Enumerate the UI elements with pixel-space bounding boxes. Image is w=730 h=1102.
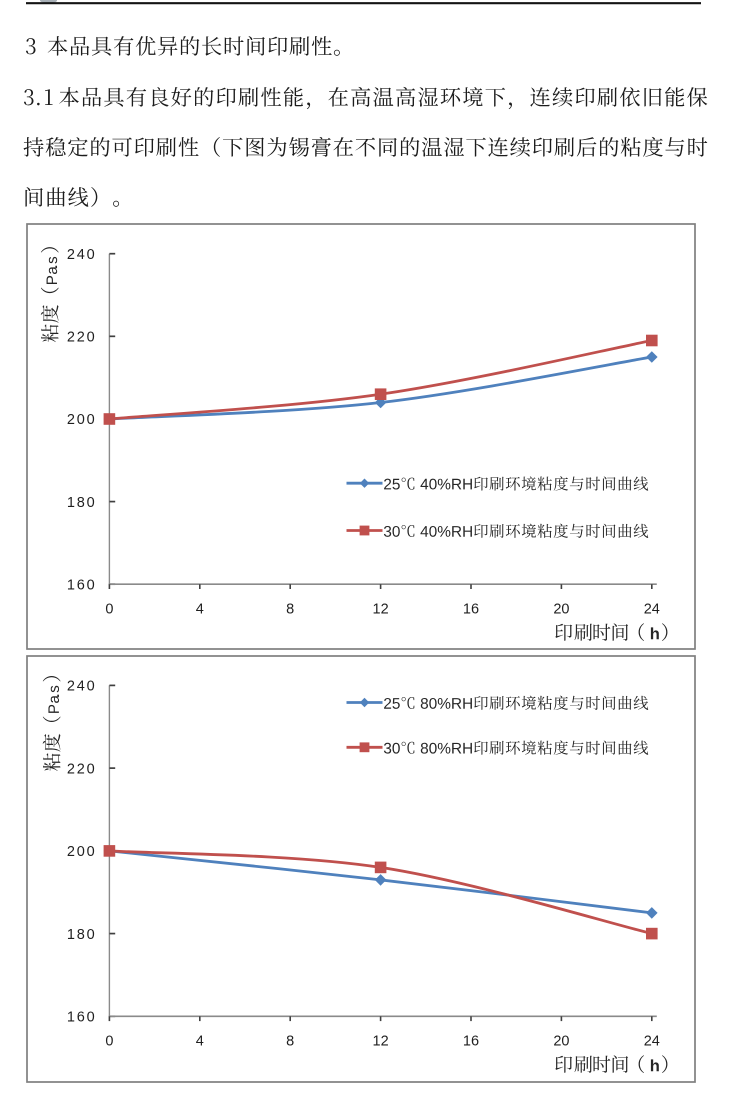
svg-text:180: 180	[67, 927, 97, 943]
svg-text:24: 24	[644, 601, 660, 617]
svg-text:8: 8	[286, 601, 294, 617]
svg-text:240: 240	[67, 679, 97, 695]
svg-text:12: 12	[373, 1033, 389, 1049]
svg-text:24: 24	[644, 1033, 660, 1049]
svg-text:20: 20	[553, 601, 569, 617]
svg-text:200: 200	[67, 412, 97, 428]
svg-text:16: 16	[463, 601, 479, 617]
svg-text:220: 220	[67, 330, 97, 346]
svg-text:8: 8	[286, 1033, 294, 1049]
svg-text:160: 160	[67, 1010, 97, 1026]
svg-text:4: 4	[196, 601, 204, 617]
svg-text:4: 4	[196, 1033, 204, 1049]
svg-text:0: 0	[105, 601, 113, 617]
svg-text:20: 20	[553, 1033, 569, 1049]
svg-text:220: 220	[67, 761, 97, 777]
svg-text:180: 180	[67, 495, 97, 511]
svg-text:160: 160	[67, 577, 97, 593]
svg-text:240: 240	[67, 247, 97, 263]
svg-text:200: 200	[67, 844, 97, 860]
svg-text:12: 12	[373, 601, 389, 617]
svg-text:0: 0	[105, 1033, 113, 1049]
svg-text:16: 16	[463, 1033, 479, 1049]
